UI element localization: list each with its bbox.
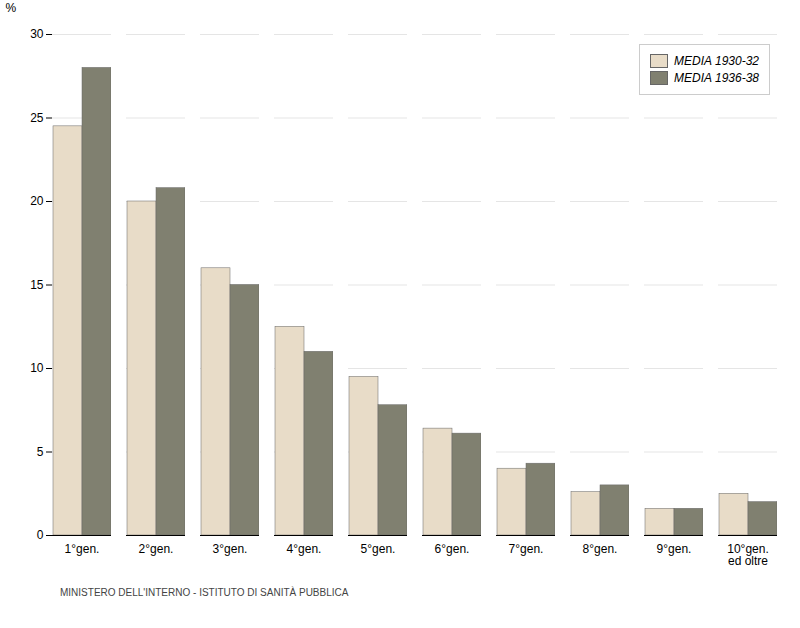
svg-text:4°gen.: 4°gen. — [287, 542, 322, 556]
html-text:MEDIA 1936-38: MEDIA 1936-38 — [674, 71, 759, 85]
svg-text:15: 15 — [30, 278, 44, 292]
svg-text:0: 0 — [37, 528, 44, 542]
svg-text:3°gen.: 3°gen. — [213, 542, 248, 556]
svg-text:6°gen.: 6°gen. — [435, 542, 470, 556]
svg-text:8°gen.: 8°gen. — [583, 542, 618, 556]
svg-text:25: 25 — [30, 111, 44, 125]
html-text:MINISTERO DELL'INTERNO - ISTIT: MINISTERO DELL'INTERNO - ISTITUTO DI SAN… — [60, 587, 349, 598]
svg-text:10°gen.ed oltre: 10°gen.ed oltre — [727, 542, 769, 568]
svg-text:30: 30 — [30, 27, 44, 41]
svg-text:2°gen.: 2°gen. — [139, 542, 174, 556]
svg-text:5: 5 — [37, 445, 44, 459]
svg-text:7°gen.: 7°gen. — [509, 542, 544, 556]
svg-text:%: % — [6, 1, 17, 15]
svg-text:20: 20 — [30, 194, 44, 208]
svg-text:5°gen.: 5°gen. — [361, 542, 396, 556]
svg-text:10: 10 — [30, 361, 44, 375]
svg-text:1°gen.: 1°gen. — [65, 542, 100, 556]
html-text:MEDIA 1930-32: MEDIA 1930-32 — [674, 54, 759, 68]
svg-text:9°gen.: 9°gen. — [657, 542, 692, 556]
